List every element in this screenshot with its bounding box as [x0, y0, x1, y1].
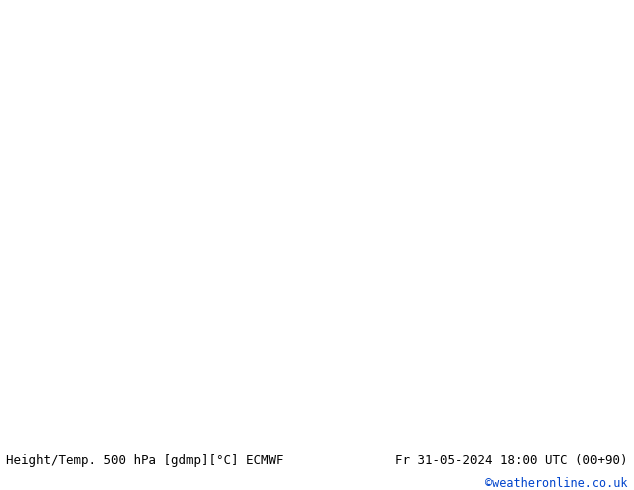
- Text: Height/Temp. 500 hPa [gdmp][°C] ECMWF: Height/Temp. 500 hPa [gdmp][°C] ECMWF: [6, 454, 284, 467]
- Text: ©weatheronline.co.uk: ©weatheronline.co.uk: [485, 477, 628, 490]
- Text: Fr 31-05-2024 18:00 UTC (00+90): Fr 31-05-2024 18:00 UTC (00+90): [395, 454, 628, 467]
